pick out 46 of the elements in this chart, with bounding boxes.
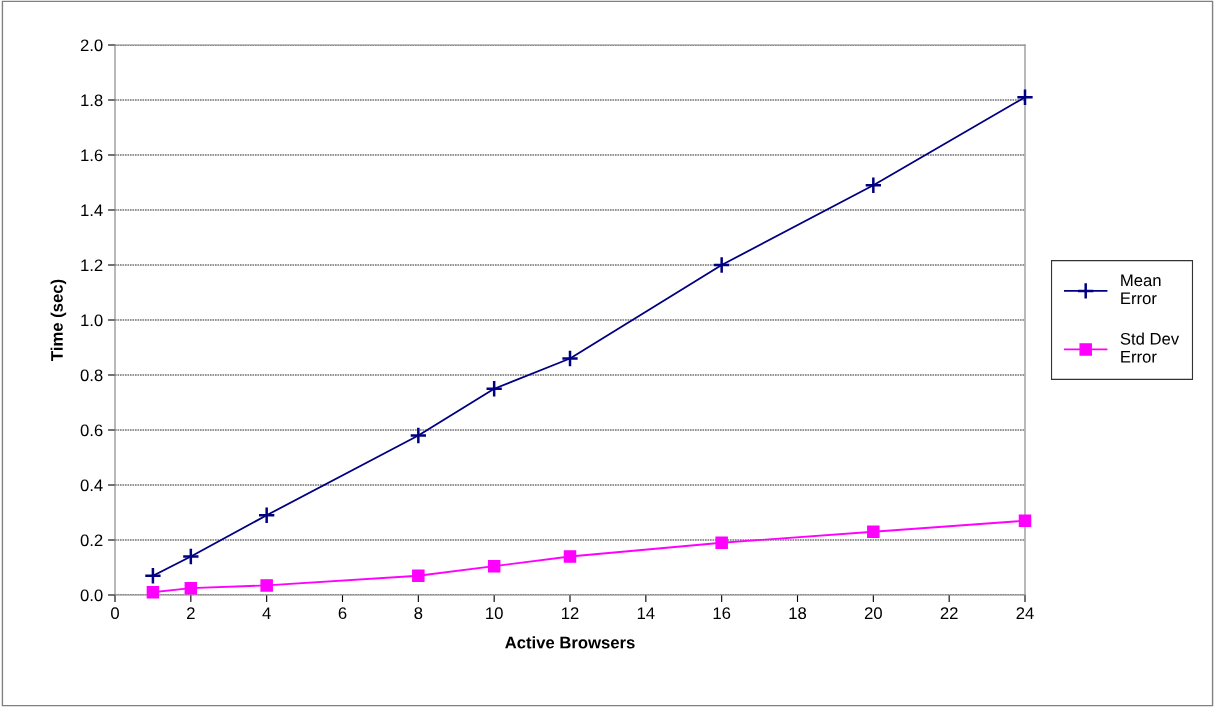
y-tick-label: 1.6 [81, 149, 103, 162]
point [867, 525, 880, 539]
x-tick-label: 12 [562, 607, 579, 619]
point [181, 547, 200, 566]
x-tick-label: 8 [414, 607, 423, 620]
point [864, 176, 883, 195]
x-tick-label: 20 [864, 607, 882, 620]
x-tick-label: 4 [262, 607, 271, 619]
y-tick-label: 1.8 [81, 94, 103, 107]
y-tick-label: 1.2 [81, 259, 103, 272]
point [144, 566, 162, 585]
legend-label: Mean Error [1121, 274, 1161, 305]
point [485, 379, 504, 398]
y-tick-label: 1.4 [81, 204, 103, 217]
x-tick-label: 22 [940, 607, 958, 619]
x-tick-label: 18 [789, 607, 807, 620]
point [1018, 514, 1032, 528]
x-tick-label: 10 [486, 607, 503, 620]
point [257, 506, 276, 525]
point [712, 256, 731, 274]
point [487, 559, 501, 573]
x-tick-label: 24 [1016, 607, 1034, 619]
y-tick-label: 1.0 [81, 314, 103, 327]
point [409, 426, 428, 445]
x-tick-label: 14 [637, 607, 655, 619]
y-tick-label: 0.4 [80, 479, 103, 492]
y-tick-label: 0.0 [80, 589, 103, 602]
y-tick-label: 0.6 [80, 424, 103, 437]
point [412, 569, 425, 583]
point [184, 581, 198, 595]
legend-label: Std Dev Error [1120, 332, 1180, 363]
x-axis-title: Active Browsers [505, 636, 635, 649]
point [715, 536, 728, 550]
point [146, 585, 160, 599]
x-tick-label: 6 [338, 607, 347, 620]
y-tick-label: 2.0 [80, 39, 103, 52]
x-tick-label: 16 [713, 607, 731, 620]
point [1016, 88, 1034, 107]
point [563, 550, 577, 563]
point [561, 349, 579, 368]
point [260, 579, 273, 592]
x-tick-label: 2 [187, 607, 195, 619]
x-tick-label: 0 [111, 607, 119, 620]
y-tick-label: 0.2 [80, 534, 103, 547]
y-axis-title: Time (sec) [50, 279, 67, 361]
y-tick-label: 0.8 [80, 369, 103, 382]
